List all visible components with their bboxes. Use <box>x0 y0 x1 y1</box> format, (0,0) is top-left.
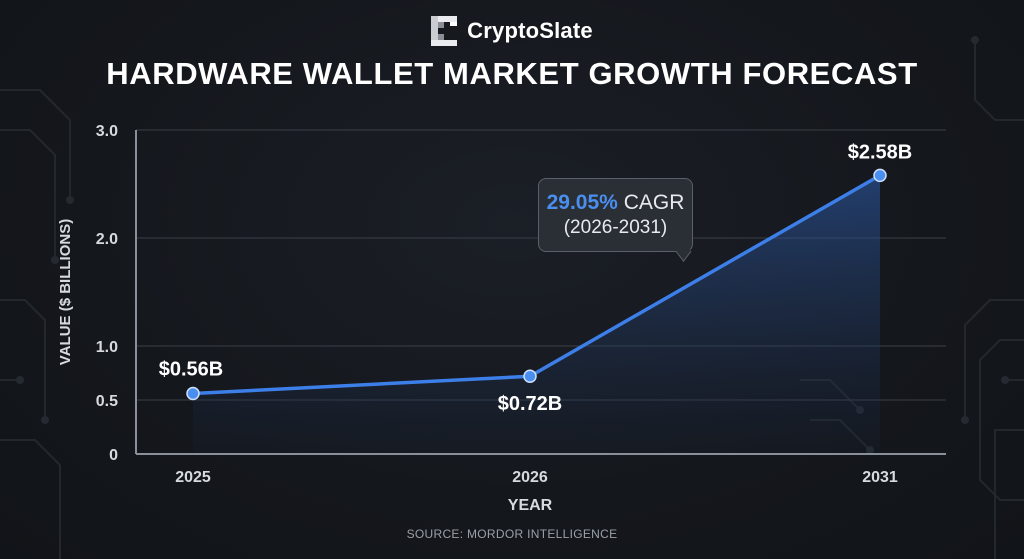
y-tick-label: 0 <box>109 447 118 464</box>
cagr-suffix: CAGR <box>623 191 685 214</box>
cagr-period: (2026-2031) <box>563 217 668 238</box>
brand-header: CryptoSlate <box>0 16 1024 46</box>
cagr-callout: 29.05% CAGR (2026-2031) <box>538 178 693 252</box>
y-tick-label: 0.5 <box>96 393 118 410</box>
x-tick-label: 2025 <box>175 469 211 486</box>
cagr-rate: 29.05% <box>546 191 618 214</box>
x-tick-label: 2031 <box>862 469 898 486</box>
y-tick-label: 2.0 <box>96 231 118 248</box>
cryptoslate-logo-icon <box>431 16 458 46</box>
y-tick-label: 1.0 <box>96 339 118 356</box>
data-label-2025: $0.56B <box>159 359 224 381</box>
x-tick-label: 2026 <box>512 469 548 486</box>
data-point-2025 <box>186 386 200 401</box>
source-note: SOURCE: MORDOR INTELLIGENCE <box>406 527 618 541</box>
chart-title: HARDWARE WALLET MARKET GROWTH FORECAST <box>106 56 918 91</box>
data-label-2026: $0.72B <box>498 393 563 415</box>
x-axis-title: YEAR <box>508 497 553 514</box>
data-point-2031 <box>873 168 887 183</box>
series-area-fill <box>193 175 880 455</box>
data-label-2031: $2.58B <box>848 141 913 163</box>
data-point-2026 <box>523 369 537 383</box>
y-tick-label: 3.0 <box>96 123 118 140</box>
brand-name: CryptoSlate <box>467 18 593 43</box>
y-axis-title: VALUE ($ BILLIONS) <box>57 219 74 365</box>
